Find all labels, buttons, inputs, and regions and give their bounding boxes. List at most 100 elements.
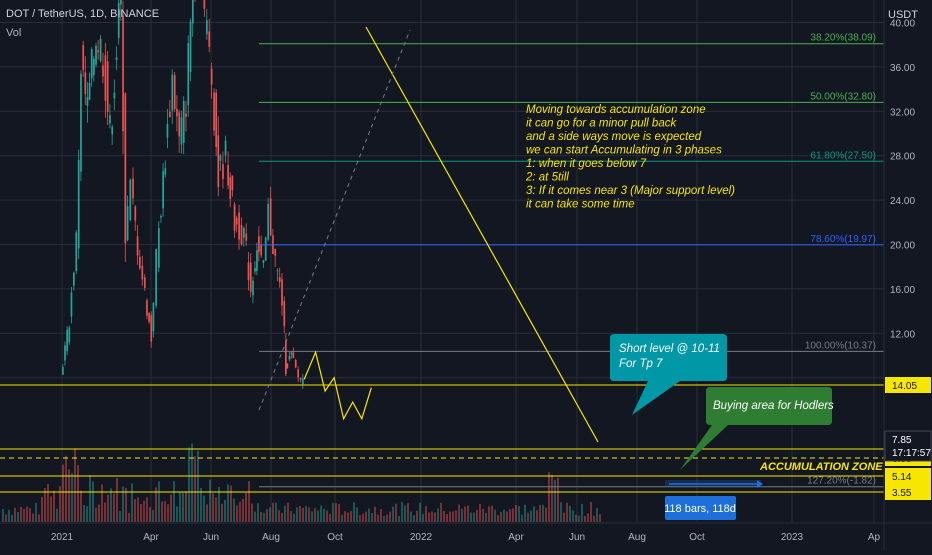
candle-body [138,256,141,269]
symbol-title[interactable]: DOT / TetherUS, 1D, BINANCE [6,8,160,20]
volume-bar [185,491,187,522]
candle-body [278,277,281,283]
downtrend-line [365,26,599,443]
candle-body [155,248,157,306]
short-level-callout: Short level @ 10-11 For Tp 7 [610,334,727,415]
candle-body [189,21,192,73]
volume-bar [515,504,517,522]
buying-area-box [680,387,832,470]
candle-body [227,164,229,186]
volume-bar [155,487,157,522]
volume-bar [554,479,556,522]
short-level-text: Short level @ 10-11 [619,343,720,355]
candle-body [240,224,243,245]
candle-body [136,236,139,256]
volume-bar [533,506,535,522]
volume-bar [260,512,262,522]
level-price-label: 14.05 [892,381,917,392]
volume-bar [446,513,448,522]
volume-bar [95,507,97,522]
volume-bar [38,514,40,522]
volume-bar [452,511,454,522]
candle-body [73,272,75,286]
volume-bar [293,513,295,522]
candle-body [274,248,277,256]
volume-bar [299,506,301,522]
volume-bar [377,514,379,522]
volume-bar [140,504,142,522]
volume-bar [320,505,322,522]
current-price-tag [884,430,932,462]
volume-bar [398,515,400,522]
candle-body [129,179,132,221]
time-tick-label: Aug [262,532,280,543]
volume-bar [23,509,25,522]
price-tick-label: 32.00 [890,107,915,118]
volume-bar [119,511,121,522]
candle-body [233,204,236,231]
volume-bar [506,511,508,522]
volume-bar [236,505,238,522]
volume-bar [188,447,190,522]
candle-body [152,302,155,332]
candle-body [117,2,120,39]
volume-bar [215,497,217,522]
volume-bar [338,503,340,522]
volume-bar [98,504,100,522]
volume-bar [41,496,43,522]
volume-bar [296,507,298,522]
fib-levels: 0.00%(55.22)23.60%(44.63)38.20%(38.09)50… [259,33,884,488]
volume-indicator-label[interactable]: Vol [6,27,22,39]
analysis-note-line: 1: when it goes below 7 [526,158,647,170]
volume-bar [14,507,16,522]
volume-bar [50,496,52,522]
candle-body [297,369,300,378]
volume-bar [389,511,391,522]
candle-body [231,175,234,191]
volume-bar [68,469,70,522]
volume-bar [479,503,481,522]
time-tick-label: Apr [508,532,524,543]
volume-bar [290,511,292,522]
candle-body [171,74,174,111]
candle-body [286,363,289,368]
volume-bar [314,508,316,522]
price-axis: USDT52.0048.0044.0040.0036.0032.0028.002… [883,0,932,550]
volume-bar [323,508,325,522]
volume-bars [2,443,601,522]
candle-body [294,359,297,368]
volume-bar [455,510,457,522]
volume-bar [80,490,82,522]
volume-bar [74,448,76,522]
volume-bar [227,484,229,522]
volume-bar [428,512,430,522]
volume-bar [59,486,61,522]
volume-bar [2,509,4,522]
volume-bar [485,512,487,522]
volume-bar [221,503,223,522]
volume-bar [224,499,226,522]
fib-level-label: 78.60%(19.97) [810,234,876,245]
candle-body [222,164,224,179]
time-tick-label: Oct [327,532,343,543]
candle-body [90,49,93,79]
volume-bar [35,502,37,522]
analysis-note-line: 3: If it comes near 3 (Major support lev… [526,185,735,197]
volume-bar [101,484,103,522]
price-tick-label: 36.00 [890,63,915,74]
time-tick-label: 2023 [781,532,804,543]
volume-bar [467,505,469,522]
volume-bar [170,494,172,522]
volume-bar [482,509,484,522]
buying-area-text: Buying area for Hodlers [713,400,834,412]
level-price-tag [885,377,931,393]
volume-bar [275,502,277,522]
volume-bar [353,502,355,522]
volume-bar [572,510,574,522]
candle-body [176,108,178,117]
candle-body [254,267,256,272]
candle-body [86,97,89,106]
volume-bar [161,501,163,522]
level-price-tag [885,484,931,500]
